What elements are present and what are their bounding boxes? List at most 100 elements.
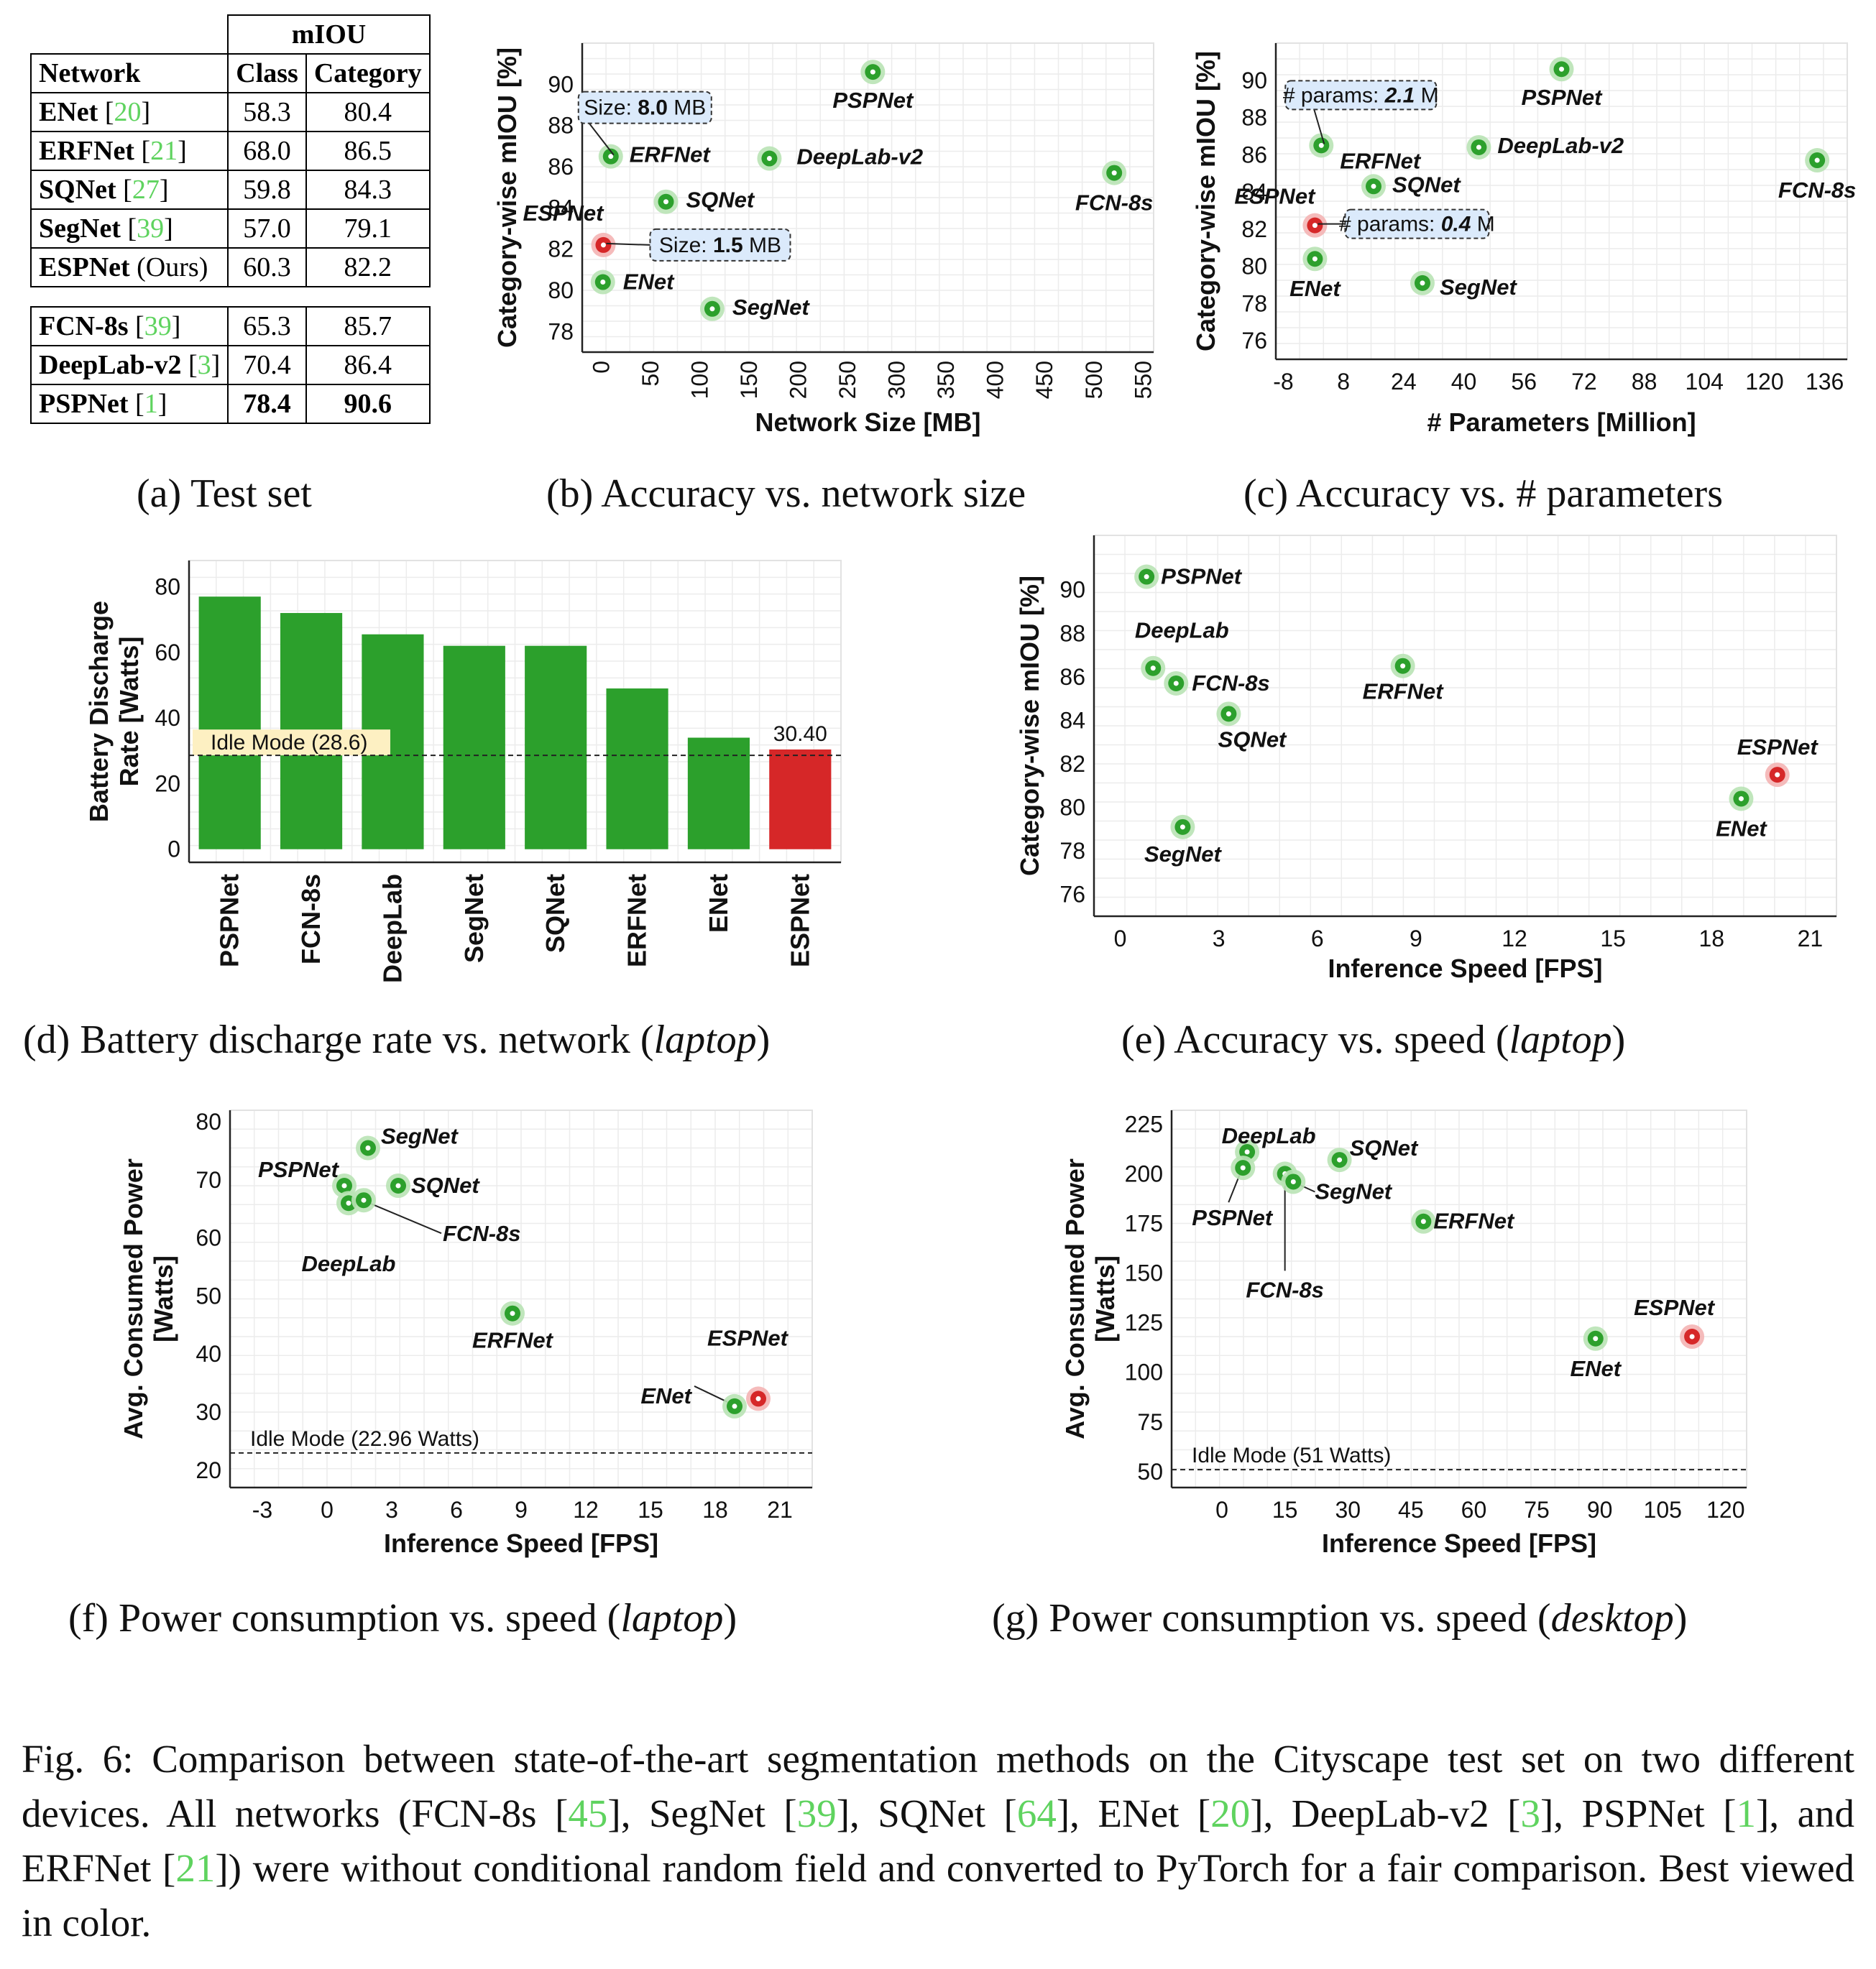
table-group-2: FCN-8s [39] 65.3 85.7 DeepLab-v2 [3] 70.4 86.…: [29, 306, 431, 424]
citation-link[interactable]: 3: [197, 350, 211, 380]
callout-text: # params: 0.4 M: [1339, 213, 1495, 236]
network-name: PSPNet: [39, 389, 129, 419]
point-segnet-center: [1420, 280, 1425, 286]
ref-3[interactable]: 3: [1520, 1792, 1540, 1835]
network-note: (Ours): [137, 252, 208, 282]
point-label: ERFNet: [630, 142, 712, 167]
caption-f: (f) Power consumption vs. speed (laptop): [68, 1595, 737, 1641]
citation-link[interactable]: 39: [137, 213, 165, 244]
point-label: ERFNet: [1340, 148, 1422, 173]
x-category-label: SegNet: [459, 874, 489, 963]
table-cell-category: 80.4: [305, 92, 431, 132]
point-label: PSPNet: [1192, 1205, 1274, 1230]
grid-lines: [1093, 535, 1837, 917]
y-tick-label: 84: [1241, 179, 1267, 205]
x-category-label: PSPNet: [215, 874, 244, 967]
y-tick-label: 50: [196, 1283, 221, 1309]
point-label: ESPNet: [707, 1325, 789, 1350]
point-label: SQNet: [1392, 172, 1461, 197]
y-tick-label: 70: [196, 1167, 221, 1193]
figure-label: Fig. 6:: [22, 1737, 134, 1781]
point-fcn-8s-center: [1173, 681, 1179, 686]
point-label: FCN-8s: [1778, 177, 1857, 203]
table-cell-class: 68.0: [227, 131, 307, 171]
x-tick-label: 400: [983, 361, 1008, 399]
idle-mode-box: [193, 729, 390, 756]
table-cell-class: 78.4: [227, 384, 307, 424]
caption-f-text: (f) Power consumption vs. speed (: [68, 1596, 621, 1641]
x-tick-label: 550: [1130, 361, 1156, 399]
caption-e-text: (e) Accuracy vs. speed (: [1121, 1018, 1509, 1062]
table-cell-category: 86.4: [305, 345, 431, 385]
x-axis-label: Inference Speed [FPS]: [384, 1528, 658, 1558]
x-tick-label: 18: [1699, 926, 1725, 951]
y-tick-label: 30: [196, 1399, 221, 1425]
y-axis-label: Avg. Consumed Power: [119, 1158, 148, 1439]
x-tick-label: 21: [767, 1497, 793, 1523]
x-tick-label: 120: [1706, 1497, 1744, 1523]
point-label: SegNet: [1144, 841, 1222, 867]
x-tick-label: 15: [1600, 926, 1626, 951]
point-label: FCN-8s: [443, 1221, 521, 1246]
ref-20[interactable]: 20: [1210, 1792, 1251, 1835]
table-header-class: Class: [227, 53, 307, 93]
y-tick-label: 175: [1125, 1211, 1163, 1237]
point-fcn-8s-center: [1814, 157, 1820, 163]
callout-unit: MB: [668, 96, 706, 120]
x-category-label: ESPNet: [785, 874, 814, 967]
caption-a: (a) Test set: [137, 471, 312, 516]
chart-c: -8 8 24 40 56 72 88 104 120 136 76 78 80 82 84 86 88 90 # …: [1191, 42, 1857, 437]
citation-link[interactable]: 1: [144, 389, 158, 419]
citation-link[interactable]: 20: [114, 97, 142, 127]
point-label: ENet: [1570, 1356, 1622, 1381]
caption-text-6: ], PSPNet [: [1540, 1792, 1737, 1835]
ref-45[interactable]: 45: [568, 1792, 608, 1835]
citation-link[interactable]: 27: [132, 175, 160, 205]
point-pspnet-center: [1240, 1165, 1246, 1171]
point-enet-center: [1593, 1336, 1599, 1342]
callout-box: [577, 91, 712, 124]
table-cell-class: 60.3: [227, 247, 307, 287]
ref-1[interactable]: 1: [1736, 1792, 1757, 1835]
y-tick-label: 76: [1059, 882, 1085, 908]
network-name: SQNet: [39, 175, 116, 205]
y-tick-label: 90: [1241, 68, 1267, 93]
x-category-label: ENet: [704, 874, 733, 933]
caption-d-end: ): [756, 1018, 771, 1062]
y-tick-label: 82: [548, 236, 574, 262]
point-erfnet-center: [1318, 142, 1324, 148]
y-tick-label: 78: [1059, 838, 1085, 864]
ref-64[interactable]: 64: [1016, 1792, 1057, 1835]
table-group-1: ENet [20] 58.3 80.4 ERFNet [21] 68.0 86.5 SQNe…: [29, 92, 431, 287]
point-erfnet-center: [1400, 663, 1406, 669]
x-tick-label: 104: [1686, 369, 1724, 395]
point-segnet-center: [1290, 1179, 1296, 1184]
caption-f-end: ): [723, 1596, 737, 1641]
y-axis-label: Avg. Consumed Power: [1060, 1158, 1090, 1439]
figure-caption: Fig. 6: Comparison between state-of-the-…: [22, 1732, 1854, 1950]
point-label: ESPNet: [1737, 734, 1819, 760]
x-tick-label: 18: [702, 1497, 728, 1523]
y-tick-label: 50: [1137, 1459, 1163, 1485]
point-enet-center: [732, 1403, 737, 1409]
x-tick-label: -3: [252, 1497, 272, 1523]
point-label: FCN-8s: [1075, 190, 1154, 216]
point-label: SQNet: [686, 188, 755, 213]
table-cell-category: 82.2: [305, 247, 431, 287]
ref-21[interactable]: 21: [175, 1846, 216, 1890]
x-tick-label: 6: [1311, 926, 1324, 951]
x-tick-label: 90: [1587, 1497, 1613, 1523]
callout-value: 2.1: [1384, 83, 1415, 107]
table-cell-category: 79.1: [305, 208, 431, 249]
citation-link[interactable]: 21: [150, 136, 178, 166]
callout-prefix: Size:: [584, 96, 638, 120]
x-tick-label: 21: [1798, 926, 1824, 951]
citation-link[interactable]: 39: [144, 311, 172, 341]
x-tick-label: 3: [1213, 926, 1226, 951]
ref-39[interactable]: 39: [796, 1792, 837, 1835]
caption-text-7: ], and ERFNet [: [22, 1792, 1855, 1890]
leader-line: [694, 1385, 728, 1403]
point-enet-center: [600, 280, 606, 285]
y-axis-label: Category-wise mIOU [%]: [1191, 51, 1220, 351]
point-espnet-center: [1312, 223, 1318, 229]
